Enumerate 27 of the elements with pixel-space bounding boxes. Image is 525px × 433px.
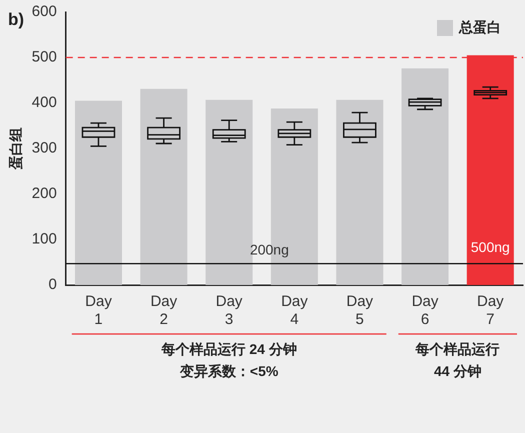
bar — [402, 68, 449, 285]
x-tick-label: Day 4 — [281, 293, 308, 328]
y-tick-label: 400 — [32, 94, 57, 112]
y-tick-label: 0 — [48, 276, 57, 294]
x-tick-label: Day 2 — [150, 293, 178, 328]
x-tick-label: Day 1 — [85, 293, 112, 328]
bar — [336, 100, 384, 285]
legend-label: 总蛋白 — [458, 18, 501, 35]
text: 44 分钟 — [434, 362, 482, 379]
text: 每个样品运行 — [414, 340, 500, 357]
y-tick-label: 500 — [32, 48, 57, 66]
x-tick-label: Day 7 — [477, 293, 504, 328]
x-tick-label: Day 3 — [216, 293, 243, 328]
y-tick-label: 100 — [32, 230, 57, 248]
ref-line-label: 200ng — [250, 241, 289, 258]
text: 变异系数：<5% — [178, 362, 279, 379]
y-axis-title: 蛋白组 — [7, 128, 24, 170]
y-tick-label: 600 — [32, 3, 57, 20]
y-tick-label: 300 — [32, 140, 57, 157]
bar — [74, 100, 122, 285]
x-tick-label: Day 6 — [412, 293, 439, 328]
bar — [140, 88, 188, 285]
y-tick-label: 200 — [32, 185, 57, 202]
text: b) — [8, 10, 24, 30]
annotation: 500ng — [470, 238, 510, 255]
x-tick-label: Day 5 — [346, 293, 374, 328]
text: 每个样品运行 24 分钟 — [160, 340, 297, 357]
